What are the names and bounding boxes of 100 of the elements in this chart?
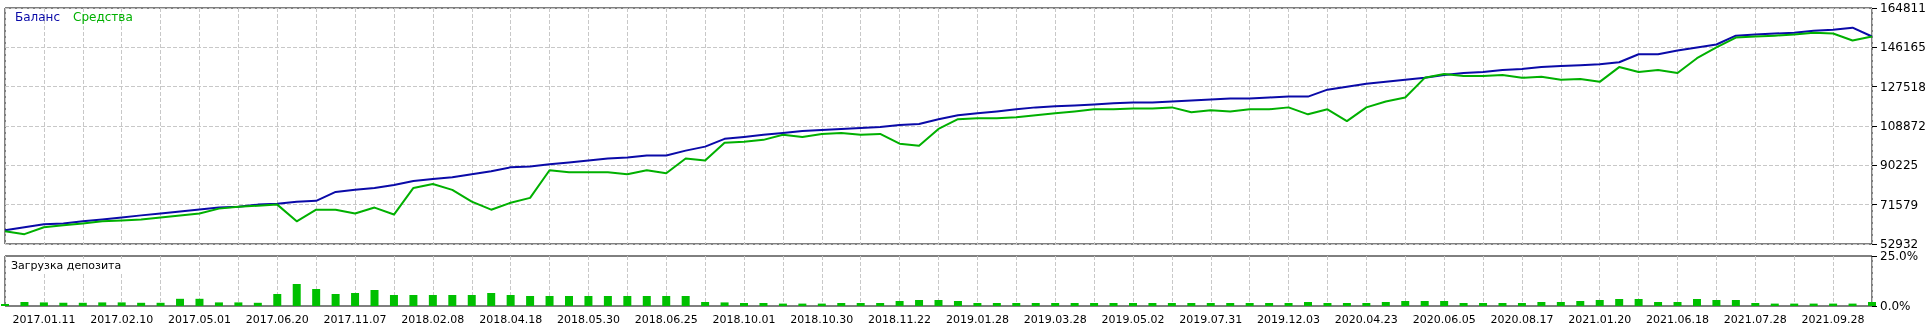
bar — [1226, 303, 1235, 306]
bar — [428, 295, 437, 306]
bar — [934, 300, 943, 306]
bar — [78, 302, 87, 306]
bar — [1304, 302, 1313, 306]
y-tick-label: 71579 — [1880, 197, 1919, 212]
bar — [1031, 303, 1040, 306]
bar — [992, 303, 1001, 306]
x-tick-label: 2017.11.07 — [323, 313, 387, 326]
bar — [1362, 303, 1371, 306]
x-tick-label: 2021.06.18 — [1646, 313, 1710, 326]
x-tick-label: 2018.10.30 — [790, 313, 854, 326]
bar — [1654, 302, 1663, 306]
bar — [1517, 303, 1526, 306]
bar — [1751, 303, 1760, 306]
bar — [39, 302, 48, 306]
bar — [545, 296, 554, 306]
x-tick-label: 2018.04.18 — [479, 313, 543, 326]
bar — [176, 298, 185, 306]
bar — [117, 302, 126, 306]
bar — [234, 302, 243, 306]
bar — [98, 302, 107, 306]
bar — [137, 302, 146, 306]
bar — [837, 303, 846, 306]
chart-title: Загрузка депозита — [11, 259, 122, 272]
bar — [1187, 303, 1196, 306]
x-tick-label: 2018.05.30 — [556, 313, 620, 326]
y-tick-label: 0.0% — [1880, 299, 1911, 313]
bar — [623, 296, 632, 306]
bar — [662, 296, 671, 306]
bar — [156, 302, 165, 306]
bar — [1479, 303, 1488, 306]
y-tick-label: 146165 — [1880, 40, 1926, 55]
x-tick-label: 2021.07.28 — [1723, 313, 1787, 326]
bar — [1109, 303, 1118, 306]
bar — [1051, 303, 1060, 306]
bar — [409, 295, 418, 306]
bar — [195, 298, 204, 306]
x-tick-label: 2020.06.05 — [1412, 313, 1476, 326]
bar — [1615, 299, 1624, 306]
bar — [253, 302, 262, 306]
bar — [1265, 303, 1274, 306]
x-tick-label: 2018.06.25 — [634, 313, 698, 326]
x-tick-label: 2020.08.17 — [1490, 313, 1554, 326]
bar — [1712, 300, 1721, 306]
x-tick-label: 2019.01.28 — [945, 313, 1009, 326]
bar — [1440, 301, 1449, 306]
bar — [20, 302, 29, 306]
bar — [1576, 301, 1585, 306]
bar — [1206, 303, 1215, 306]
x-tick-label: 2017.01.11 — [12, 313, 76, 326]
bar — [351, 293, 360, 306]
bar — [1342, 303, 1351, 306]
bar — [740, 303, 749, 306]
bar — [681, 296, 690, 306]
bar — [1401, 301, 1410, 306]
bar — [915, 300, 924, 306]
bar — [759, 303, 768, 306]
bar — [1167, 303, 1176, 306]
x-tick-label: 2017.06.20 — [245, 313, 309, 326]
bar — [1284, 303, 1293, 306]
x-tick-label: 2021.01.20 — [1568, 313, 1632, 326]
x-tick-label: 2019.12.03 — [1257, 313, 1321, 326]
bar — [895, 301, 904, 306]
bar — [856, 303, 865, 306]
bar — [564, 296, 573, 306]
bar — [1420, 301, 1429, 306]
bar — [389, 295, 398, 306]
x-tick-label: 2018.10.01 — [712, 313, 776, 326]
bar — [1673, 302, 1682, 306]
bar — [467, 295, 476, 306]
text: Средства — [73, 10, 133, 24]
y-tick-label: 90225 — [1880, 158, 1919, 173]
bar — [1245, 303, 1254, 306]
bar — [701, 302, 710, 306]
bar — [1090, 303, 1099, 306]
bar — [1731, 300, 1740, 306]
bar — [1537, 302, 1546, 306]
bar — [214, 302, 223, 306]
y-tick-label: 25.0% — [1880, 249, 1919, 263]
bar — [59, 302, 68, 306]
bar — [1070, 303, 1079, 306]
bar — [1595, 300, 1604, 306]
bar — [273, 294, 282, 306]
bar — [1556, 302, 1565, 306]
y-tick-label: 108872 — [1880, 119, 1926, 133]
bar — [1498, 303, 1507, 306]
bar — [506, 295, 515, 306]
x-tick-label: 2018.11.22 — [868, 313, 932, 326]
x-tick-label: 2019.07.31 — [1179, 313, 1243, 326]
bar — [526, 296, 535, 306]
bar — [1634, 299, 1643, 306]
bar — [370, 290, 379, 306]
y-tick-label: 127518 — [1880, 79, 1926, 94]
bar — [1381, 302, 1390, 306]
x-tick-label: 2017.05.01 — [167, 313, 231, 326]
bar — [1459, 303, 1468, 306]
bar — [331, 294, 340, 306]
bar — [584, 296, 593, 306]
x-tick-label: 2018.02.08 — [401, 313, 465, 326]
